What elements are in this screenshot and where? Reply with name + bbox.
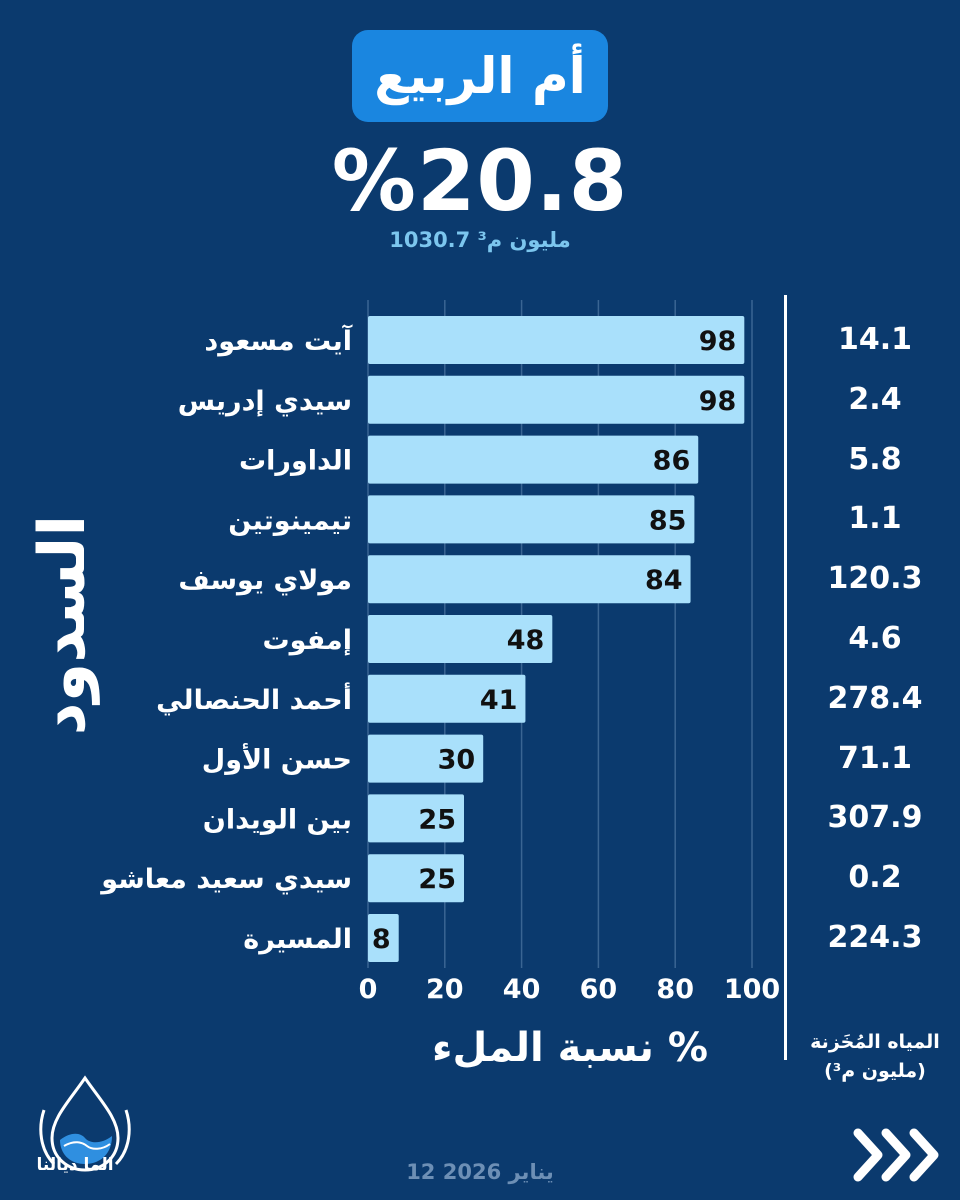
x-axis-title: نسبة الملء % (432, 1025, 708, 1071)
x-tick-label: 0 (359, 974, 378, 1005)
category-label: أحمد الحنصالي (156, 682, 352, 716)
stored-volume-value: 4.6 (848, 621, 902, 656)
stored-volume-value: 1.1 (848, 501, 902, 537)
stored-volume-value: 307.9 (827, 800, 923, 836)
stored-volume-label: المياه المُخَزنة (مليون م³) (795, 1028, 955, 1085)
stored-volume-value: 0.2 (848, 860, 902, 896)
stored-volume-value: 71.1 (837, 740, 913, 776)
x-tick-label: 40 (503, 974, 541, 1005)
category-label: بين الويدان (203, 804, 352, 835)
stored-volume-value: 5.8 (848, 441, 902, 477)
category-label: سيدي إدريس (178, 386, 352, 417)
category-label: تيمينوتين (228, 505, 352, 536)
x-tick-label: 80 (656, 974, 694, 1005)
water-drop-logo-icon (39, 1075, 131, 1172)
stored-label-line1: المياه المُخَزنة (810, 1031, 940, 1053)
bar-value-label: 98 (699, 386, 737, 417)
category-label: المسيرة (243, 924, 352, 955)
bar-value-label: 86 (653, 446, 691, 477)
bar (368, 914, 399, 962)
stored-volume-value: 224.3 (827, 920, 923, 955)
bar-value-label: 85 (649, 505, 687, 536)
bar (368, 375, 745, 424)
stored-volume-value: 14.1 (837, 322, 913, 357)
stored-volume-value: 278.4 (827, 680, 923, 716)
category-label: حسن الأول (202, 743, 352, 776)
category-label: سيدي سعيد معاشو (99, 864, 352, 895)
stored-volume-value: 2.4 (848, 381, 902, 417)
category-label: إمفوت (263, 625, 352, 656)
bar (368, 495, 695, 544)
bar-value-label: 25 (418, 804, 456, 835)
bar (368, 854, 464, 903)
category-label: مولاي يوسف (178, 565, 352, 596)
bar (368, 794, 464, 843)
next-chevrons-icon[interactable] (850, 1125, 945, 1185)
total-volume: 1030.7 مليون م³ (389, 228, 571, 252)
bar-value-label: 25 (418, 864, 456, 895)
stored-label-line2: (مليون م³) (824, 1059, 926, 1082)
x-tick-label: 20 (426, 974, 464, 1005)
bar (368, 555, 691, 604)
logo-text: الما ديالنا (36, 1155, 114, 1175)
bar (368, 615, 553, 663)
bar-value-label: 98 (699, 326, 737, 357)
bar-value-label: 8 (372, 924, 391, 955)
bar-value-label: 84 (645, 565, 683, 596)
category-label: الداورات (239, 446, 352, 477)
category-label: آيت مسعود (204, 324, 352, 357)
bar-value-label: 48 (507, 625, 545, 656)
bar (368, 734, 484, 783)
bar (368, 316, 745, 364)
x-tick-label: 100 (724, 974, 780, 1005)
column-divider (784, 295, 787, 1060)
bar-value-label: 41 (480, 685, 518, 716)
bar (368, 435, 699, 484)
bar-value-label: 30 (438, 745, 476, 776)
report-date: 12 يناير 2026 (406, 1160, 554, 1184)
x-tick-label: 60 (580, 974, 618, 1005)
bar (368, 674, 526, 723)
fill-rate-percent: %20.8 (331, 132, 629, 230)
stored-volume-value: 120.3 (827, 561, 923, 597)
basin-title: أم الربيع (352, 30, 608, 122)
